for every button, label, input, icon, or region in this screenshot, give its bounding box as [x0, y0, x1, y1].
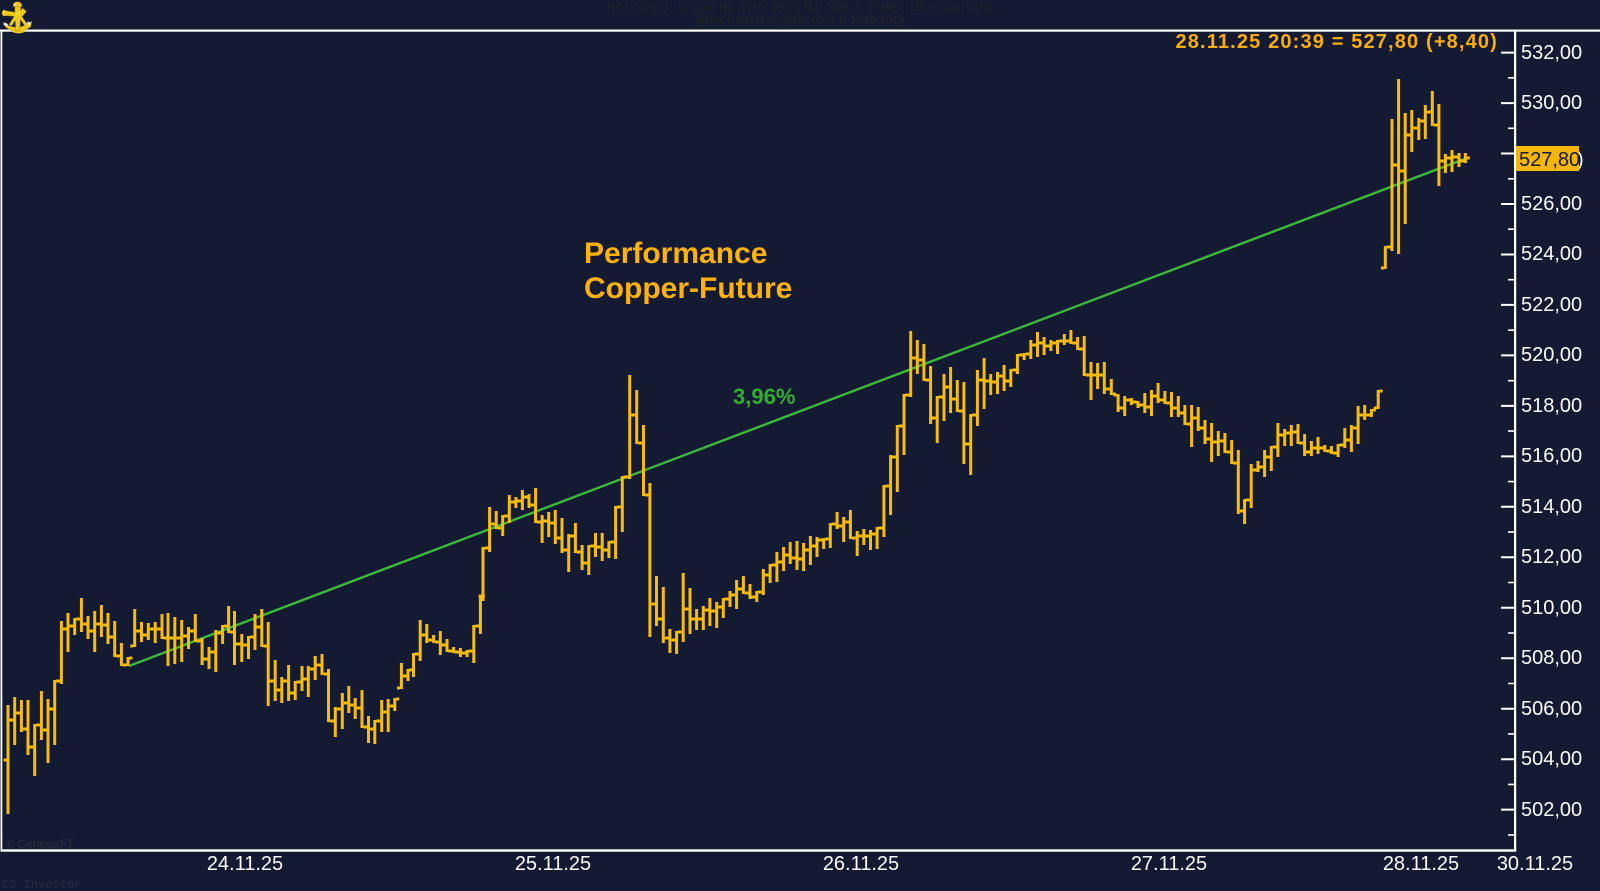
svg-text:): ): [1577, 149, 1584, 171]
svg-text:527,80: 527,80: [1519, 149, 1580, 171]
